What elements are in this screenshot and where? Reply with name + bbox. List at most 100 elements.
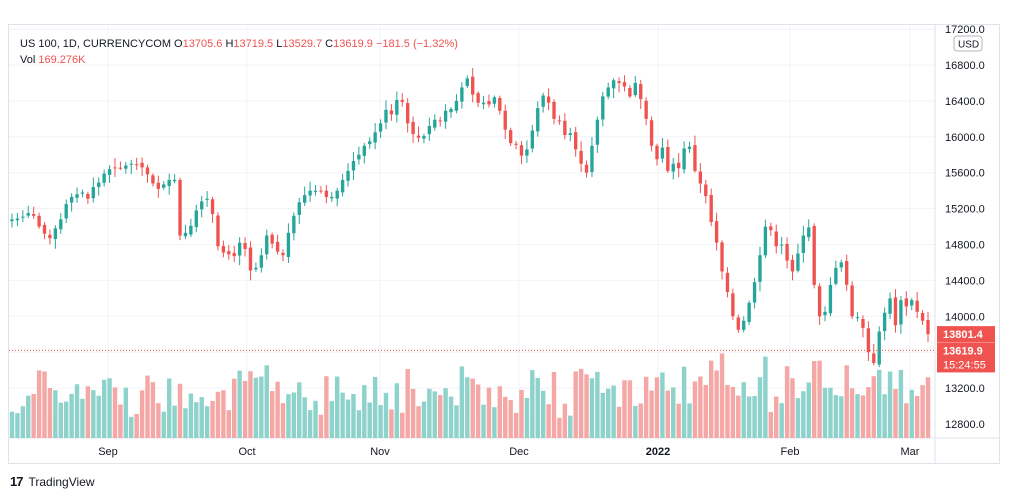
candle-body <box>330 196 334 199</box>
footer[interactable]: 17 TradingView <box>10 474 95 489</box>
volume-bar <box>53 390 58 438</box>
last-price-label: 13619.9 <box>943 345 983 357</box>
candle-body <box>769 226 773 231</box>
volume-bar <box>459 366 465 438</box>
candle-body <box>42 224 47 234</box>
volume-bar <box>204 406 210 438</box>
volume-bar <box>708 360 714 438</box>
volume-bar <box>703 384 708 438</box>
currency-badge <box>953 35 983 52</box>
candle-body <box>633 82 637 96</box>
candle-body <box>308 190 312 196</box>
y-tick-label: 14000.0 <box>945 311 985 323</box>
volume-bar <box>123 387 129 438</box>
volume-bar <box>606 388 611 438</box>
y-tick-label: 16800.0 <box>945 60 985 72</box>
candle-body <box>427 126 432 135</box>
candle-body <box>785 243 789 261</box>
candle-body <box>790 259 795 272</box>
candle-body <box>747 302 751 322</box>
candle-body <box>725 272 730 293</box>
volume-bar <box>36 370 42 438</box>
candle-body <box>389 110 394 115</box>
y-tick-label: 14800.0 <box>945 240 985 252</box>
volume-bar <box>91 390 96 438</box>
marker-price-tag <box>937 326 995 343</box>
candle-body <box>861 318 865 328</box>
volume-label: Vol <box>20 54 36 66</box>
volume-bar <box>633 406 638 438</box>
volume-bar <box>871 376 877 438</box>
candle-body <box>134 164 139 166</box>
candle-body <box>368 141 372 145</box>
candle-body <box>15 218 20 221</box>
volume-bar <box>844 365 849 438</box>
volume-bar <box>389 409 394 438</box>
volume-bar <box>107 378 112 438</box>
volume-bar <box>253 377 259 438</box>
candle-body <box>503 110 507 130</box>
volume-bar <box>497 386 503 438</box>
volume-bar <box>855 394 860 438</box>
candle-body <box>915 300 919 312</box>
volume-bar <box>362 385 367 438</box>
candle-body <box>888 298 892 314</box>
volume-bar <box>649 390 654 438</box>
volume-bar <box>443 388 448 438</box>
volume-bar <box>9 411 15 438</box>
volume-bar <box>69 393 74 438</box>
high-label: H <box>225 38 234 50</box>
volume-bar <box>85 386 91 438</box>
candle-body <box>248 247 253 271</box>
marker-price-label: 13801.4 <box>943 329 984 341</box>
candle-body <box>194 210 198 228</box>
volume-bar <box>611 385 616 438</box>
volume-bar <box>741 382 746 438</box>
volume-bar <box>139 390 145 438</box>
candle-body <box>926 320 930 335</box>
volume-bar <box>671 387 676 438</box>
volume-bar <box>600 392 606 438</box>
candle-body <box>351 161 356 171</box>
y-tick-label: 14400.0 <box>945 275 985 287</box>
volume-bar <box>31 393 36 438</box>
volume-bar <box>226 410 232 438</box>
volume-bar <box>454 405 459 438</box>
candle-body <box>519 145 524 156</box>
volume-bar <box>58 402 63 438</box>
candle-body <box>395 100 399 115</box>
candle-body <box>319 190 323 192</box>
volume-bar <box>768 411 774 438</box>
candle-body <box>779 244 784 246</box>
candle-body <box>893 297 898 326</box>
volume-bar <box>242 380 248 438</box>
candle-body <box>471 76 475 95</box>
candle-body <box>834 267 838 284</box>
candle-body <box>259 255 264 268</box>
x-tick-label: Feb <box>781 446 800 458</box>
candle-body <box>655 145 659 160</box>
volume-bar <box>562 403 568 438</box>
volume-bar <box>318 414 324 438</box>
candle-body <box>162 184 166 188</box>
candle-body <box>709 194 713 223</box>
candle-body <box>736 317 740 330</box>
candle-body <box>676 162 681 169</box>
volume-bar <box>486 387 492 438</box>
candle-body <box>920 313 925 321</box>
volume-bar <box>822 387 828 438</box>
candle-body <box>601 96 605 120</box>
y-tick-label: 15200.0 <box>945 204 985 216</box>
candle-body <box>536 108 540 132</box>
candle-body <box>324 190 329 197</box>
candle-body <box>75 194 79 198</box>
candle-body <box>129 163 133 165</box>
candle-body <box>584 164 589 173</box>
volume-bar <box>811 361 817 438</box>
volume-bar <box>736 395 741 438</box>
candle-body <box>297 202 301 215</box>
volume-bar <box>627 380 633 438</box>
volume-bar <box>20 406 26 438</box>
volume-bar <box>156 403 161 438</box>
